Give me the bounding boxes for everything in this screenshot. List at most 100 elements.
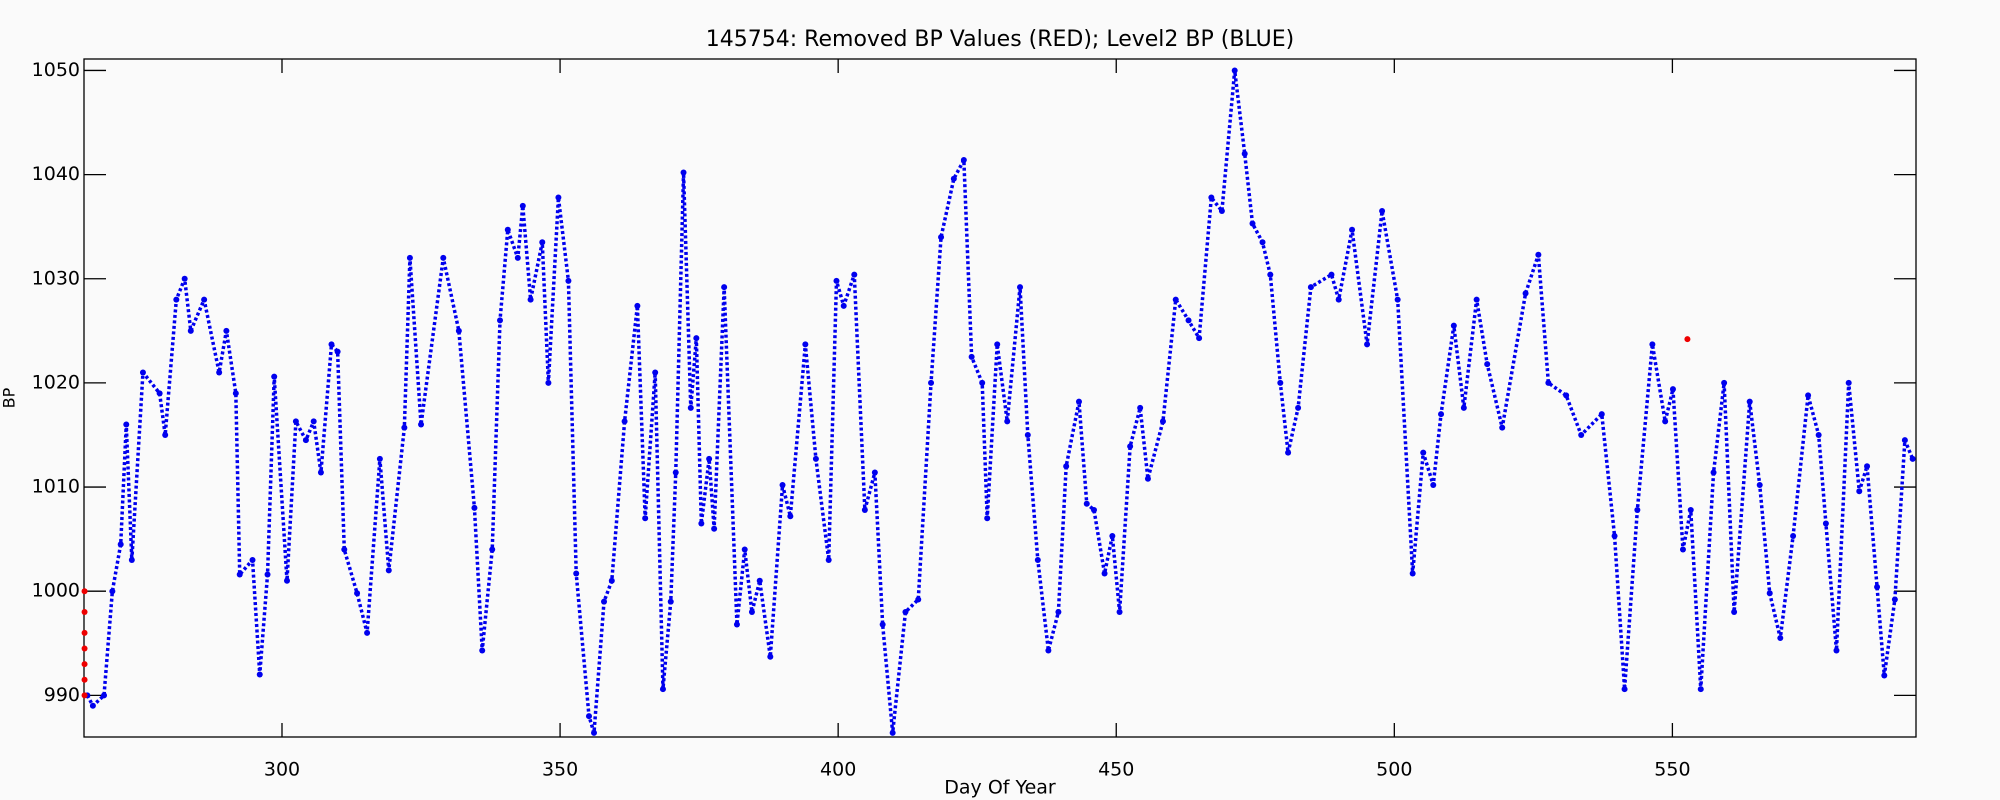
data-point	[706, 455, 713, 462]
data-point	[514, 254, 521, 261]
data-point	[642, 515, 649, 522]
data-point	[1017, 284, 1024, 291]
data-point	[1172, 296, 1179, 303]
data-point	[1307, 284, 1314, 291]
data-point	[317, 469, 324, 476]
data-point	[264, 571, 271, 578]
data-point	[1499, 424, 1506, 431]
y-tick-label: 990	[44, 684, 80, 706]
x-tick-label: 550	[1654, 759, 1690, 781]
data-point	[915, 596, 922, 603]
data-point	[711, 525, 718, 532]
data-point	[527, 296, 534, 303]
y-tick-label: 1000	[32, 580, 80, 602]
data-point	[81, 588, 88, 595]
data-point	[187, 327, 194, 334]
data-point	[455, 327, 462, 334]
data-point	[1815, 431, 1822, 438]
data-point	[162, 431, 169, 438]
data-point	[861, 506, 868, 513]
data-point	[249, 556, 256, 563]
data-point	[1218, 208, 1225, 215]
data-point	[756, 577, 763, 584]
data-point	[81, 692, 88, 699]
data-point	[802, 341, 809, 348]
x-tick-label: 500	[1376, 759, 1412, 781]
data-point	[1777, 635, 1784, 642]
data-point	[1267, 271, 1274, 278]
data-point	[1277, 379, 1284, 386]
data-point	[471, 504, 478, 511]
data-point	[1285, 449, 1292, 456]
data-point	[667, 598, 674, 605]
data-point	[283, 577, 290, 584]
data-point	[1116, 609, 1123, 616]
x-tick-label: 450	[1098, 759, 1134, 781]
data-point	[621, 418, 628, 425]
data-point	[128, 556, 135, 563]
data-point	[1127, 443, 1134, 450]
data-point	[938, 234, 945, 241]
data-point	[879, 621, 886, 628]
data-point	[1822, 520, 1829, 527]
data-point	[1598, 411, 1605, 418]
data-point	[1621, 686, 1628, 693]
data-point	[354, 590, 361, 597]
data-point	[109, 588, 116, 595]
data-point	[555, 194, 562, 201]
data-point	[139, 369, 146, 376]
data-point	[1335, 296, 1342, 303]
data-point	[173, 296, 180, 303]
data-point	[1109, 532, 1116, 539]
data-point	[497, 317, 504, 324]
data-point	[889, 729, 896, 736]
data-point	[310, 418, 317, 425]
data-point	[979, 379, 986, 386]
data-point	[117, 541, 124, 548]
data-point	[216, 369, 223, 376]
data-point	[1611, 532, 1618, 539]
data-point	[871, 469, 878, 476]
data-point	[440, 254, 447, 261]
data-point	[1231, 67, 1238, 74]
data-point	[123, 421, 130, 428]
data-point	[1090, 506, 1097, 513]
data-point	[101, 692, 108, 699]
data-point	[385, 567, 392, 574]
data-point	[1679, 546, 1686, 553]
data-point	[767, 653, 774, 660]
data-point	[1563, 392, 1570, 399]
data-point	[1856, 488, 1863, 495]
data-point	[1144, 475, 1151, 482]
data-point	[1535, 251, 1542, 258]
data-point	[489, 546, 496, 553]
data-point	[733, 621, 740, 628]
data-point	[787, 513, 794, 520]
data-point	[341, 546, 348, 553]
data-point	[585, 713, 592, 720]
data-point	[201, 296, 208, 303]
data-point	[1055, 609, 1062, 616]
data-point	[1063, 463, 1070, 470]
data-point	[1721, 379, 1728, 386]
data-point	[223, 327, 230, 334]
data-point	[779, 481, 786, 488]
data-point	[1450, 322, 1457, 329]
data-point	[539, 239, 546, 246]
y-tick-label: 1030	[32, 267, 80, 289]
data-point	[1438, 411, 1445, 418]
data-point	[1185, 317, 1192, 324]
data-point	[960, 157, 967, 164]
data-point	[1075, 398, 1082, 405]
data-point	[81, 645, 88, 652]
data-point	[1756, 481, 1763, 488]
data-point	[601, 598, 608, 605]
data-point	[1394, 296, 1401, 303]
data-point	[256, 671, 263, 678]
data-point	[1328, 271, 1335, 278]
data-point	[1649, 341, 1656, 348]
data-point	[1101, 570, 1108, 577]
data-point	[504, 226, 511, 233]
data-point	[1687, 506, 1694, 513]
